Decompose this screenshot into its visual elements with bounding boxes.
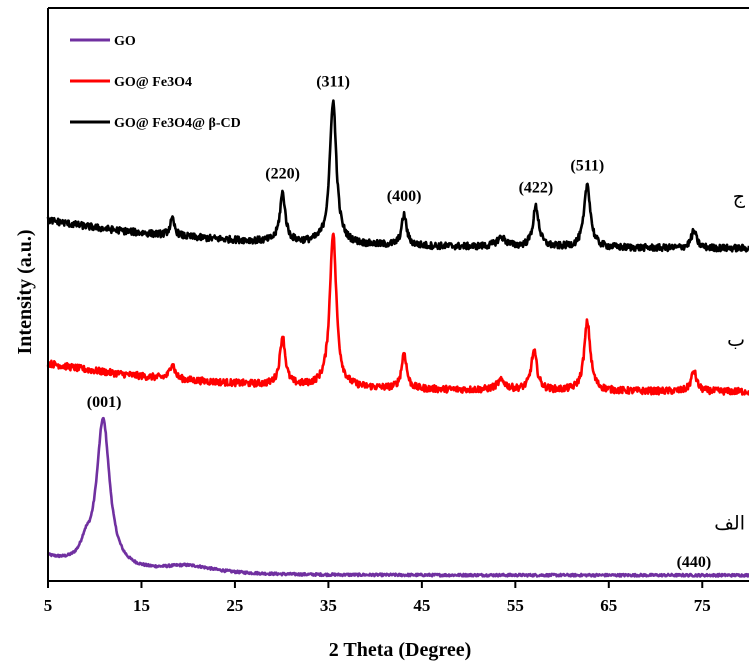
x-tick-label: 55: [507, 596, 524, 615]
curve-label-go-fe3o4: ب: [727, 329, 745, 351]
peak-label: (422): [519, 180, 554, 197]
curve-labels: الف ب ج: [714, 186, 745, 535]
peak-label: (511): [570, 157, 604, 174]
curve-label-go-fe3o4-cd: ج: [733, 186, 746, 208]
y-axis-title: Intensity (a.u.): [14, 229, 36, 354]
curve-label-go: الف: [714, 512, 745, 534]
x-tick-label: 65: [600, 596, 617, 615]
legend: GO GO@ Fe3O4 GO@ Fe3O4@ β-CD: [70, 34, 241, 131]
legend-label-go: GO: [114, 34, 136, 49]
x-tick-label: 15: [133, 596, 150, 615]
x-tick-label: 35: [320, 596, 337, 615]
series-group: [46, 99, 749, 578]
peak-label: (400): [387, 188, 422, 205]
series-line-go: [46, 416, 749, 578]
peak-label: (311): [316, 74, 350, 91]
x-axis-title: 2 Theta (Degree): [329, 639, 472, 661]
legend-label-go-fe3o4-cd: GO@ Fe3O4@ β-CD: [114, 116, 241, 131]
series-line-go-fe3o4: [46, 232, 749, 396]
legend-label-go-fe3o4: GO@ Fe3O4: [114, 75, 192, 90]
x-tick-label: 5: [44, 596, 53, 615]
peak-label: (220): [265, 166, 300, 183]
x-ticks: 5 15 25 35 45 55 65 75: [44, 581, 711, 615]
peak-label: (440): [677, 554, 712, 571]
axes: [47, 7, 749, 582]
series-line-go-fe3o4-cd: [46, 99, 749, 253]
x-tick-label: 75: [694, 596, 711, 615]
peak-annotations: (001) (220) (311) (400) (422) (511) (440): [87, 74, 711, 572]
peak-label: (001): [87, 394, 122, 411]
x-tick-label: 25: [226, 596, 243, 615]
x-tick-label: 45: [413, 596, 430, 615]
